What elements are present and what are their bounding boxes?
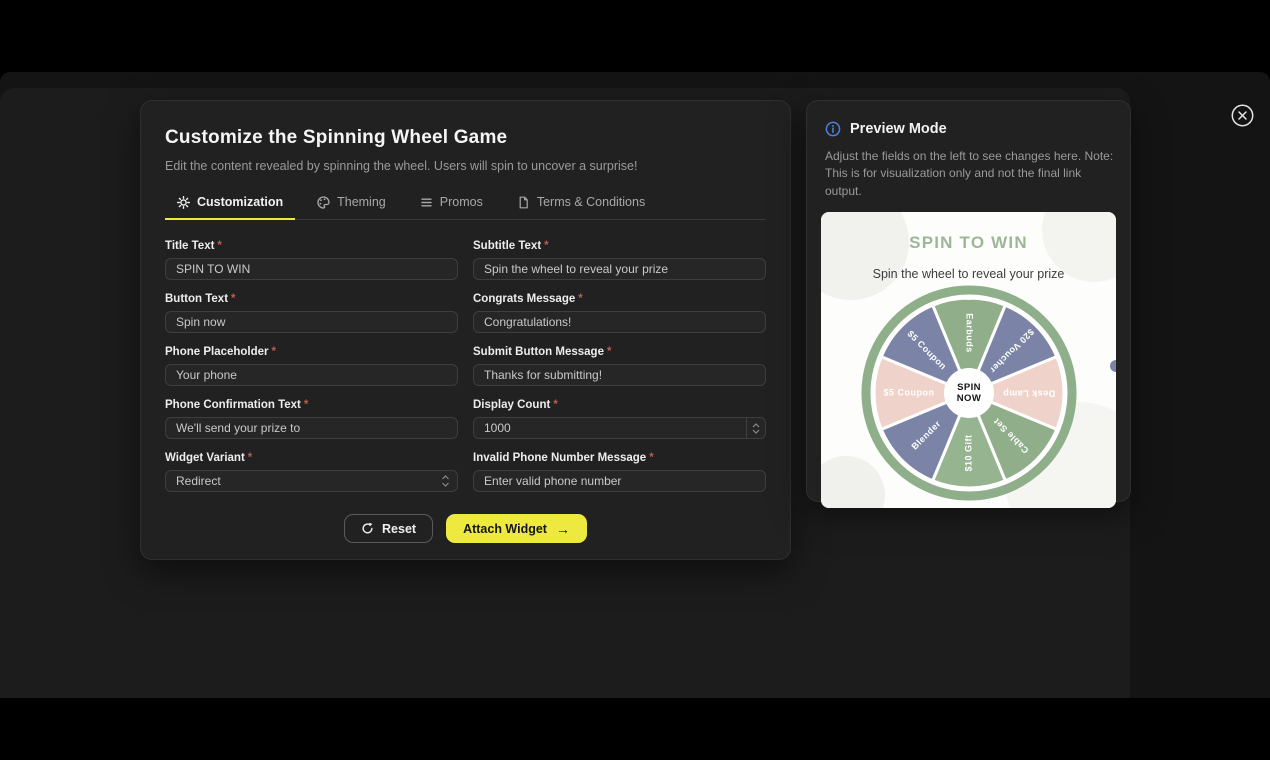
tab-label: Promos: [439, 195, 483, 209]
arrow-right-icon: →: [555, 520, 570, 537]
svg-text:$5 Coupon: $5 Coupon: [884, 388, 935, 398]
field-label: Button Text *: [165, 293, 236, 305]
preview-description: Adjust the fields on the left to see cha…: [825, 149, 1114, 198]
tab-bar: Customization Theming Promos: [165, 189, 766, 220]
field-invalid-phone-message: Invalid Phone Number Message *: [473, 452, 766, 492]
number-stepper[interactable]: [746, 418, 765, 438]
required-asterisk: *: [247, 452, 253, 464]
close-button[interactable]: [1231, 104, 1254, 127]
info-icon: [825, 121, 841, 137]
field-phone-placeholder: Phone Placeholder *: [165, 346, 458, 386]
required-asterisk: *: [649, 452, 654, 464]
svg-text:NOW: NOW: [957, 393, 981, 404]
gear-icon: [177, 195, 190, 209]
required-asterisk: *: [271, 346, 277, 358]
title-text-input[interactable]: [166, 259, 457, 279]
field-submit-button-message: Submit Button Message *: [473, 346, 766, 386]
field-label: Phone Confirmation Text *: [165, 399, 309, 411]
widget-subtitle: Spin the wheel to reveal your prize: [872, 267, 1065, 282]
decorative-side-dot: [1110, 360, 1116, 373]
preview-panel: Preview Mode Adjust the fields on the le…: [806, 100, 1131, 509]
tab-theming[interactable]: Theming: [305, 189, 398, 220]
field-label: Display Count *: [473, 399, 558, 411]
svg-text:$10 Gift: $10 Gift: [963, 435, 973, 472]
field-subtitle-text: Subtitle Text *: [473, 240, 766, 280]
tab-customization[interactable]: Customization: [165, 189, 296, 220]
widget-preview-card: SPIN TO WIN Spin the wheel to reveal you…: [821, 212, 1116, 509]
page-subtitle: Edit the content revealed by spinning th…: [165, 159, 638, 173]
required-asterisk: *: [217, 240, 222, 252]
submit-button-message-input[interactable]: [474, 365, 765, 385]
svg-text:Earbuds: Earbuds: [965, 313, 975, 353]
customization-form: Title Text* Subtitle Text* Button Text* …: [165, 240, 766, 492]
field-label: Subtitle Text *: [473, 240, 549, 252]
field-title-text: Title Text *: [165, 240, 458, 280]
tab-label: Terms & Conditions: [536, 195, 646, 209]
attach-widget-label: Attach Widget: [463, 521, 547, 536]
subtitle-text-input[interactable]: [474, 259, 765, 279]
svg-text:SPIN: SPIN: [957, 382, 981, 393]
field-widget-variant: Widget Variant *: [165, 452, 458, 492]
field-label: Phone Placeholder *: [165, 346, 277, 358]
required-asterisk: *: [231, 293, 236, 305]
required-asterisk: *: [553, 399, 558, 411]
congrats-message-input[interactable]: [474, 312, 765, 332]
circled-x-icon: [1231, 104, 1254, 127]
field-phone-confirmation-text: Phone Confirmation Text *: [165, 399, 458, 439]
phone-confirmation-text-input[interactable]: [166, 418, 457, 438]
field-label: Submit Button Message *: [473, 346, 612, 358]
widget-variant-value: [166, 471, 441, 491]
tab-label: Theming: [337, 195, 386, 209]
field-display-count: Display Count *: [473, 399, 766, 439]
field-label: Title Text *: [165, 240, 222, 252]
field-label: Congrats Message *: [473, 293, 583, 305]
svg-text:Desk Lamp: Desk Lamp: [1003, 389, 1056, 399]
reset-button[interactable]: Reset: [344, 514, 434, 543]
preview-header: Preview Mode: [821, 121, 1116, 137]
invalid-phone-message-input[interactable]: [474, 471, 765, 491]
button-text-input[interactable]: [166, 312, 457, 332]
refresh-icon: [362, 522, 373, 534]
attach-widget-button[interactable]: Attach Widget →: [446, 514, 587, 543]
display-count-input[interactable]: [474, 418, 746, 438]
field-label: Widget Variant *: [165, 452, 253, 464]
tab-promos[interactable]: Promos: [408, 189, 495, 220]
preview-title: Preview Mode: [850, 121, 947, 137]
widget-title: SPIN TO WIN: [909, 233, 1028, 253]
chevron-up-icon: [752, 422, 760, 427]
field-button-text: Button Text *: [165, 293, 458, 333]
field-label: Invalid Phone Number Message *: [473, 452, 654, 464]
required-asterisk: *: [303, 399, 309, 411]
chevrons-up-down-icon: [442, 475, 449, 487]
customize-panel: Customize the Spinning Wheel Game Edit t…: [140, 100, 791, 560]
chevron-down-icon: [752, 429, 760, 434]
required-asterisk: *: [578, 293, 583, 305]
file-icon: [519, 196, 528, 208]
tab-terms-conditions[interactable]: Terms & Conditions: [505, 189, 657, 220]
widget-variant-select[interactable]: [165, 470, 458, 492]
required-asterisk: *: [606, 346, 612, 358]
reset-label: Reset: [382, 521, 417, 536]
palette-icon: [317, 195, 330, 209]
list-icon: [421, 198, 432, 207]
page-title: Customize the Spinning Wheel Game: [165, 127, 508, 148]
phone-placeholder-input[interactable]: [166, 365, 457, 385]
form-actions: Reset Attach Widget →: [165, 514, 766, 543]
field-congrats-message: Congrats Message *: [473, 293, 766, 333]
required-asterisk: *: [544, 240, 549, 252]
tab-label: Customization: [197, 195, 284, 209]
